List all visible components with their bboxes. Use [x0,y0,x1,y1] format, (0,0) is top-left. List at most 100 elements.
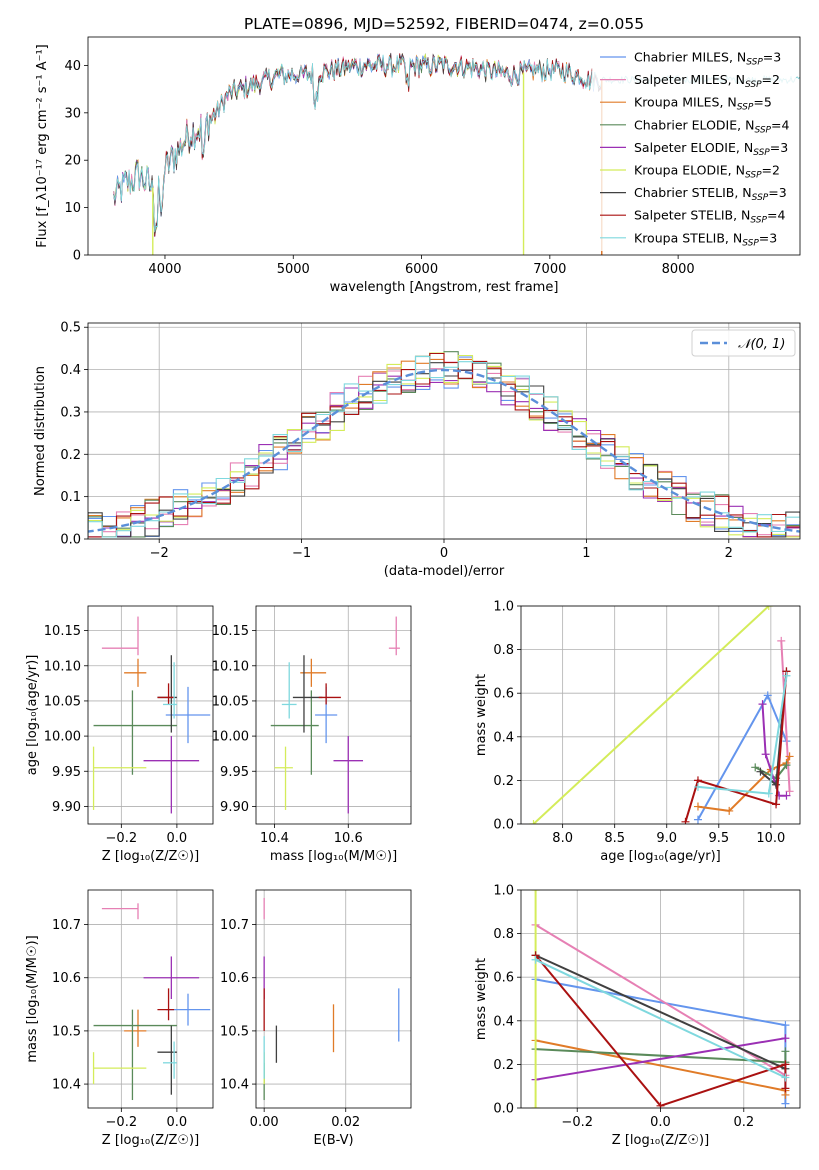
data-point [693,782,702,791]
y-tick-label: 10.4 [52,1078,81,1093]
y-axis-label: mass [log₁₀(M/M☉)] [25,935,40,1062]
y-tick-label: 1.0 [493,884,514,899]
y-tick-label: 10.6 [220,971,249,986]
data-point [781,1073,790,1082]
data-point [764,789,773,798]
y-axis-label: mass weight [474,958,489,1040]
y-tick-label: 10.05 [44,694,81,709]
x-tick-label: 10.6 [334,831,363,846]
y-tick-label: 10.15 [212,624,249,639]
mass-vs-Z-panel: −0.2 0.0 10.4 10.5 10.6 10.7 Z [log₁₀(Z/Z☉)] ma… [25,889,214,1148]
y-tick-label: 0 [73,249,81,264]
data-point [531,1104,540,1108]
spectrum-legend: Chabrier MILES, NSSP=3 Salpeter MILES, NS… [592,44,796,251]
x-tick-label: 5000 [277,262,310,277]
spectrum-line [151,53,603,237]
legend-entry: Chabrier STELIB, NSSP=3 [634,185,787,203]
x-tick-label: 8000 [662,262,695,277]
data-point [756,767,765,776]
weight-vs-age-panel: 8.0 8.5 9.0 9.5 10.0 0.0 0.2 0.4 0.6 0.8 1.0 age [l… [474,600,801,864]
plot-area [88,351,800,538]
series-line [535,1037,786,1081]
data-point [656,1101,665,1108]
data-point [761,750,770,759]
x-tick-label: 0.0 [650,1115,671,1130]
legend-entry: Salpeter ELODIE, NSSP=3 [634,140,788,158]
legend-entry: Kroupa MILES, NSSP=5 [634,95,772,113]
spectrum-panel: 4000 5000 6000 7000 8000 0 10 20 30 40 wavelength … [35,15,801,295]
x-tick-label: 0.0 [167,1115,188,1130]
y-tick-label: 10.7 [220,918,249,933]
y-tick-label: 0.2 [493,774,514,789]
y-tick-label: 10.05 [212,694,249,709]
plot-area [92,903,211,1101]
x-axis-label: Z [log₁₀(Z/Z☉)] [102,849,199,864]
data-point [781,1021,790,1030]
axes-frame [87,605,214,825]
y-tick-label: 10.10 [44,659,81,674]
y-tick-label: 0.4 [493,1014,514,1029]
data-point [529,820,538,824]
age-vs-Z-panel: −0.2 0.0 9.90 9.95 10.00 10.05 10.10 10.15 Z [lo… [25,605,214,864]
y-tick-label: 0.8 [493,927,514,942]
axes-frame [520,889,801,1109]
x-tick-label: −0.2 [106,831,138,846]
series-line [780,640,791,792]
axes-frame [520,605,801,825]
y-tick-label: 20 [64,154,81,169]
y-tick-label: 0.6 [493,971,514,986]
y-tick-label: 0.0 [493,818,514,833]
series-line [684,671,788,823]
y-tick-label: 10.5 [52,1024,81,1039]
axes-frame [87,322,801,540]
data-point [781,1047,790,1056]
data-point [693,815,702,824]
legend-entry: Salpeter MILES, NSSP=2 [634,72,780,90]
y-tick-label: 10.10 [212,659,249,674]
data-point [751,763,760,772]
mass-vs-ebv-panel: 0.00 0.02 10.4 10.5 10.6 10.7 E(B-V) [220,889,412,1148]
x-tick-label: 9.5 [708,831,729,846]
data-point [781,1034,790,1043]
y-axis-label: age [log₁₀(age/yr)] [25,655,40,776]
x-axis-label: wavelength [Angstrom, rest frame] [330,280,559,295]
axes-frame [255,889,412,1109]
data-point [763,691,772,700]
histogram-step [88,358,800,538]
plot-area [263,897,400,1101]
x-tick-label: 1 [582,546,590,561]
legend-entry: Chabrier MILES, NSSP=3 [634,50,781,68]
y-tick-label: 0.5 [60,321,81,336]
chart-title: PLATE=0896, MJD=52592, FIBERID=0474, z=0… [244,15,644,33]
spectrum-line [113,53,603,234]
x-tick-label: 6000 [405,262,438,277]
x-tick-label: 8.0 [552,831,573,846]
legend-entry: Salpeter STELIB, NSSP=4 [634,208,785,226]
axes-frame [87,36,801,256]
plot-area [92,616,211,814]
y-tick-label: 30 [64,106,81,121]
histogram-step [88,369,800,538]
legend-entry: 𝒩(0, 1) [738,337,785,352]
y-tick-label: 0.6 [493,687,514,702]
data-point [531,890,540,894]
y-tick-label: 0.3 [60,405,81,420]
x-tick-label: 0 [440,546,448,561]
y-tick-label: 0.8 [493,643,514,658]
y-tick-label: 0.0 [60,533,81,548]
axes-frame [87,889,214,1109]
data-point [782,761,791,770]
data-point [781,1084,790,1093]
x-tick-label: 10.0 [756,831,785,846]
legend-box [691,329,796,357]
data-point [777,636,786,645]
y-tick-label: 10.00 [44,730,81,745]
x-tick-label: 9.0 [656,831,677,846]
y-tick-label: 40 [64,59,81,74]
data-point [693,802,702,811]
x-tick-label: 0.2 [733,1115,754,1130]
y-tick-label: 0.4 [60,363,81,378]
x-axis-label: (data-model)/error [384,564,505,579]
x-axis-label: mass [log₁₀(M/M☉)] [270,849,397,864]
data-point [772,780,781,789]
